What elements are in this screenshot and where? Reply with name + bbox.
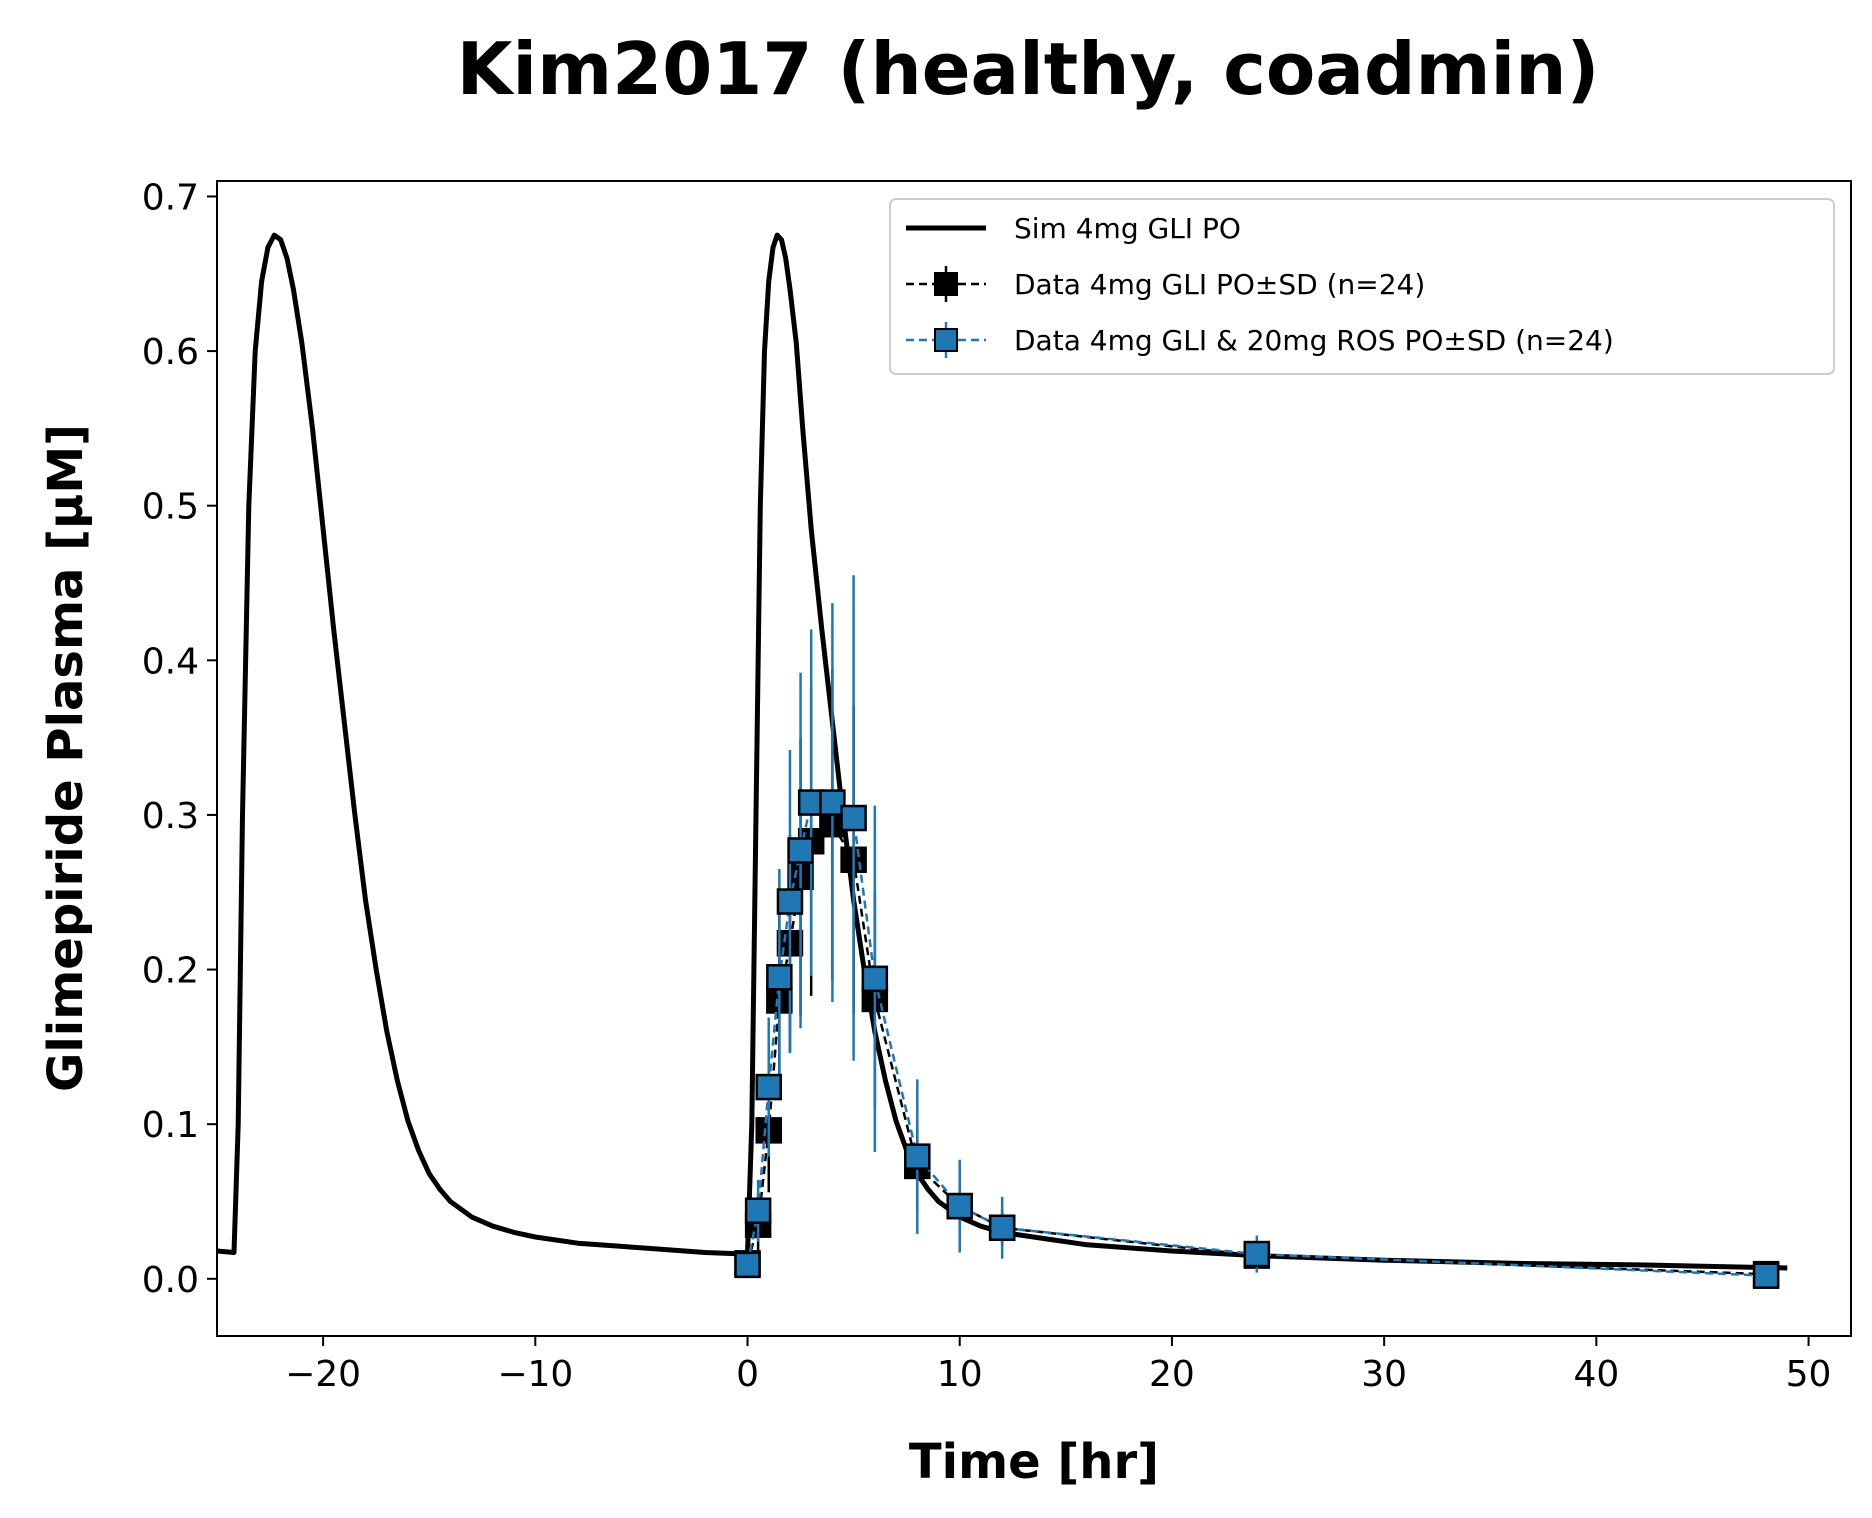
legend-swatch-ros-marker	[934, 328, 958, 352]
data-point-ros	[766, 964, 793, 991]
data-point-ros	[904, 1143, 931, 1170]
x-tick-label: 50	[1786, 1354, 1832, 1395]
y-tick-label: 0.2	[142, 951, 199, 992]
series-line-sim	[216, 232, 1788, 1271]
data-point-ros	[744, 1197, 772, 1225]
legend-swatch-gli-marker	[934, 272, 958, 296]
y-tick-label: 0.6	[142, 332, 199, 373]
x-tick-label: 20	[1149, 1354, 1195, 1395]
series-line-gli	[746, 822, 1767, 1276]
y-tick-label: 0.5	[142, 487, 199, 528]
series-layer	[216, 232, 1788, 1289]
data-point-ros	[861, 965, 889, 993]
data-point-ros	[776, 888, 804, 915]
y-tick-label: 0.3	[142, 796, 199, 837]
series-gli	[734, 669, 1780, 1288]
legend-label-gli: Data 4mg GLI PO±SD (n=24)	[1014, 268, 1425, 301]
data-point-ros	[946, 1192, 973, 1220]
x-axis-label: Time [hr]	[909, 1434, 1159, 1490]
y-tick-label: 0.1	[142, 1105, 199, 1146]
x-tick-label: 30	[1361, 1354, 1407, 1395]
y-axis-ticks: 0.0 0.1 0.2 0.3 0.4 0.5 0.6 0.7	[142, 177, 217, 1301]
data-point-ros	[1243, 1240, 1271, 1268]
legend-box	[889, 198, 1835, 375]
data-point-ros	[988, 1214, 1016, 1242]
data-point-ros	[840, 804, 867, 832]
series-line-ros	[746, 801, 1767, 1277]
legend: Sim 4mg GLI PO Data 4mg GLI PO±SD (n=24)…	[889, 198, 1835, 375]
x-tick-label: −20	[285, 1354, 361, 1395]
data-point-ros	[787, 837, 814, 864]
series-ros	[734, 575, 1780, 1289]
data-point-ros	[755, 1073, 782, 1101]
x-tick-label: 40	[1573, 1354, 1619, 1395]
y-tick-label: 0.7	[142, 177, 199, 218]
legend-label-ros: Data 4mg GLI & 20mg ROS PO±SD (n=24)	[1014, 324, 1614, 357]
y-tick-label: 0.4	[142, 641, 199, 682]
legend-label-sim: Sim 4mg GLI PO	[1014, 212, 1241, 245]
data-point-ros	[734, 1251, 761, 1279]
x-tick-label: −10	[497, 1354, 573, 1395]
x-axis-ticks: −20 −10 0 10 20 30 40 50	[285, 1336, 1831, 1395]
chart-title: Kim2017 (healthy, coadmin)	[457, 27, 1600, 111]
plot-frame	[216, 180, 1852, 1337]
data-point-ros	[1752, 1262, 1780, 1289]
x-tick-label: 10	[937, 1354, 983, 1395]
x-tick-label: 0	[736, 1354, 759, 1395]
y-axis-label: Glimepiride Plasma [µM]	[38, 424, 94, 1092]
y-tick-label: 0.0	[142, 1260, 199, 1301]
